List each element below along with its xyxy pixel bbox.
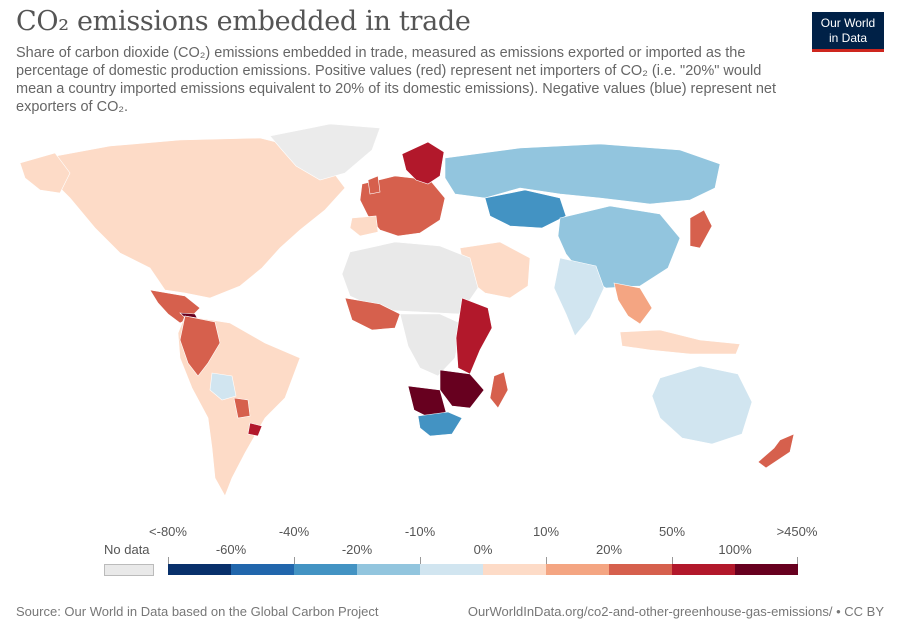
country-japan[interactable] [689,209,713,249]
legend-tick-4 [546,557,547,564]
country-australia[interactable] [651,365,753,445]
country-east-africa[interactable] [455,297,493,375]
country-new-zealand[interactable] [757,433,795,469]
country-southeast-asia[interactable] [613,282,653,325]
legend-bin-2[interactable] [231,564,294,575]
country-scandinavia[interactable] [401,141,445,185]
map-countries [19,123,795,497]
country-uruguay[interactable] [247,422,263,437]
country-bolivia[interactable] [209,372,237,401]
country-russia[interactable] [444,143,721,205]
country-central-africa[interactable] [399,313,463,377]
source-url-link[interactable]: OurWorldInData.org/co2-and-other-greenho… [467,604,884,619]
legend-label-top-2: -40% [278,524,310,539]
legend-tick-2 [294,557,295,564]
legend-bin-10[interactable] [735,564,798,575]
legend-tick-6 [797,557,798,564]
legend-bin-5[interactable] [420,564,483,575]
legend-label-mid-2: -20% [341,542,373,557]
legend-bin-4[interactable] [357,564,420,575]
country-iberia[interactable] [349,215,379,237]
color-legend: No data <-80% -40% -10% 10% 50% >450% -6… [0,524,900,584]
logo-line-1: Our World [820,16,876,30]
owid-logo[interactable]: Our World in Data [812,12,884,52]
country-uk[interactable] [367,175,381,195]
legend-bin-9[interactable] [672,564,735,575]
legend-label-mid-5: 100% [718,542,752,557]
legend-tick-5 [672,557,673,564]
legend-no-data-label: No data [104,542,150,557]
legend-label-top-1: <-80% [149,524,187,539]
country-colombia-peru[interactable] [179,315,221,377]
country-west-africa[interactable] [344,297,401,331]
legend-bin-8[interactable] [609,564,672,575]
legend-label-top-6: >450% [776,524,818,539]
chart-title: CO₂ emissions embedded in trade [16,6,471,37]
country-greenland[interactable] [269,123,381,181]
country-canada-usa[interactable] [44,137,346,299]
chart-subtitle: Share of carbon dioxide (CO₂) emissions … [16,45,777,115]
country-mozambique-zambia[interactable] [439,369,485,409]
country-kazakhstan[interactable] [484,189,567,229]
legend-bin-3[interactable] [294,564,357,575]
legend-tick-3 [420,557,421,564]
legend-label-top-4: 10% [532,524,560,539]
legend-bin-7[interactable] [546,564,609,575]
country-indonesia[interactable] [619,329,741,355]
legend-bin-6[interactable] [483,564,546,575]
logo-line-2: in Data [828,31,868,45]
legend-label-mid-3: 0% [473,542,493,557]
country-south-africa[interactable] [417,411,463,437]
legend-bin-1[interactable] [168,564,231,575]
legend-tick-1 [168,557,169,564]
legend-no-data-swatch [104,564,154,576]
legend-label-top-3: -10% [404,524,436,539]
legend-label-mid-1: -60% [215,542,247,557]
country-alaska[interactable] [19,152,71,194]
country-india[interactable] [553,257,605,337]
country-paraguay[interactable] [233,397,251,419]
source-note: Source: Our World in Data based on the G… [16,604,379,619]
legend-label-top-5: 50% [658,524,686,539]
world-map[interactable] [0,118,900,518]
legend-label-mid-4: 20% [595,542,623,557]
country-madagascar[interactable] [489,371,509,409]
